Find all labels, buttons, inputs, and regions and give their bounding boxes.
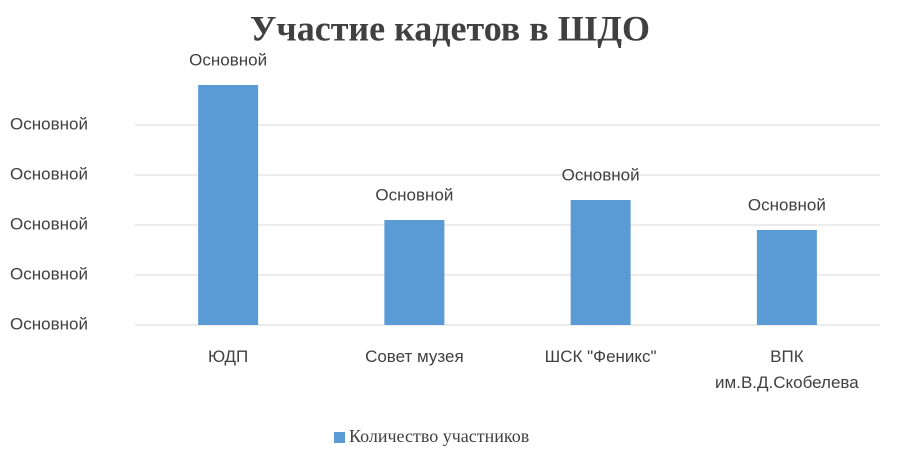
data-label: Основной — [375, 185, 453, 204]
bar — [198, 85, 259, 325]
data-label: Основной — [562, 165, 640, 184]
data-label: Основной — [748, 195, 826, 214]
x-tick-label: ШСК "Феникс" — [544, 347, 657, 366]
y-tick-label: Основной — [10, 214, 88, 233]
y-tick-label: Основной — [10, 114, 88, 133]
legend-swatch — [334, 432, 345, 443]
y-tick-label: Основной — [10, 164, 88, 183]
chart-title: Участие кадетов в ШДО — [250, 8, 650, 48]
x-tick-label: ВПК им.В.Д.Скобелева — [715, 347, 859, 392]
y-tick-label: Основной — [10, 264, 88, 283]
x-tick-label: ЮДП — [208, 347, 249, 366]
bar — [384, 220, 445, 325]
x-tick-label: Совет музея — [365, 347, 464, 366]
y-tick-label: Основной — [10, 314, 88, 333]
bar — [570, 200, 631, 325]
legend-label: Количество участников — [349, 426, 529, 446]
data-label: Основной — [189, 50, 267, 69]
bar — [756, 230, 817, 325]
